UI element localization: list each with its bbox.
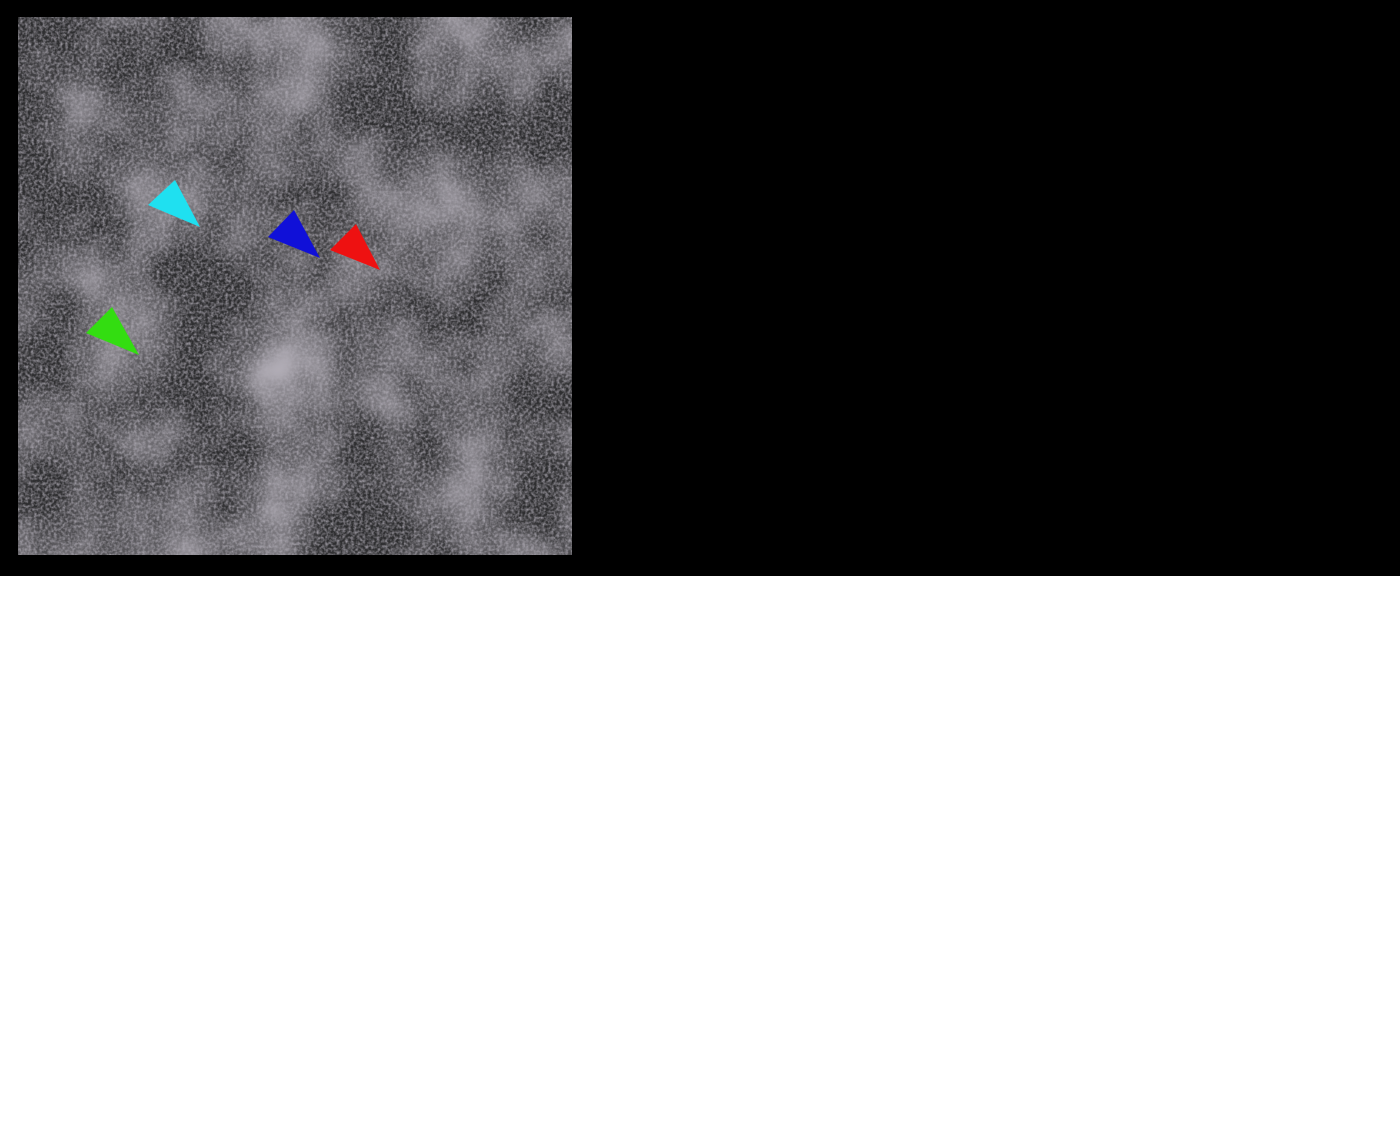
arrow-blue	[268, 210, 320, 258]
micrograph-texture	[18, 17, 572, 555]
arrow-cyan	[148, 180, 200, 227]
arrow-red	[330, 224, 380, 270]
arrow-green	[86, 307, 139, 355]
